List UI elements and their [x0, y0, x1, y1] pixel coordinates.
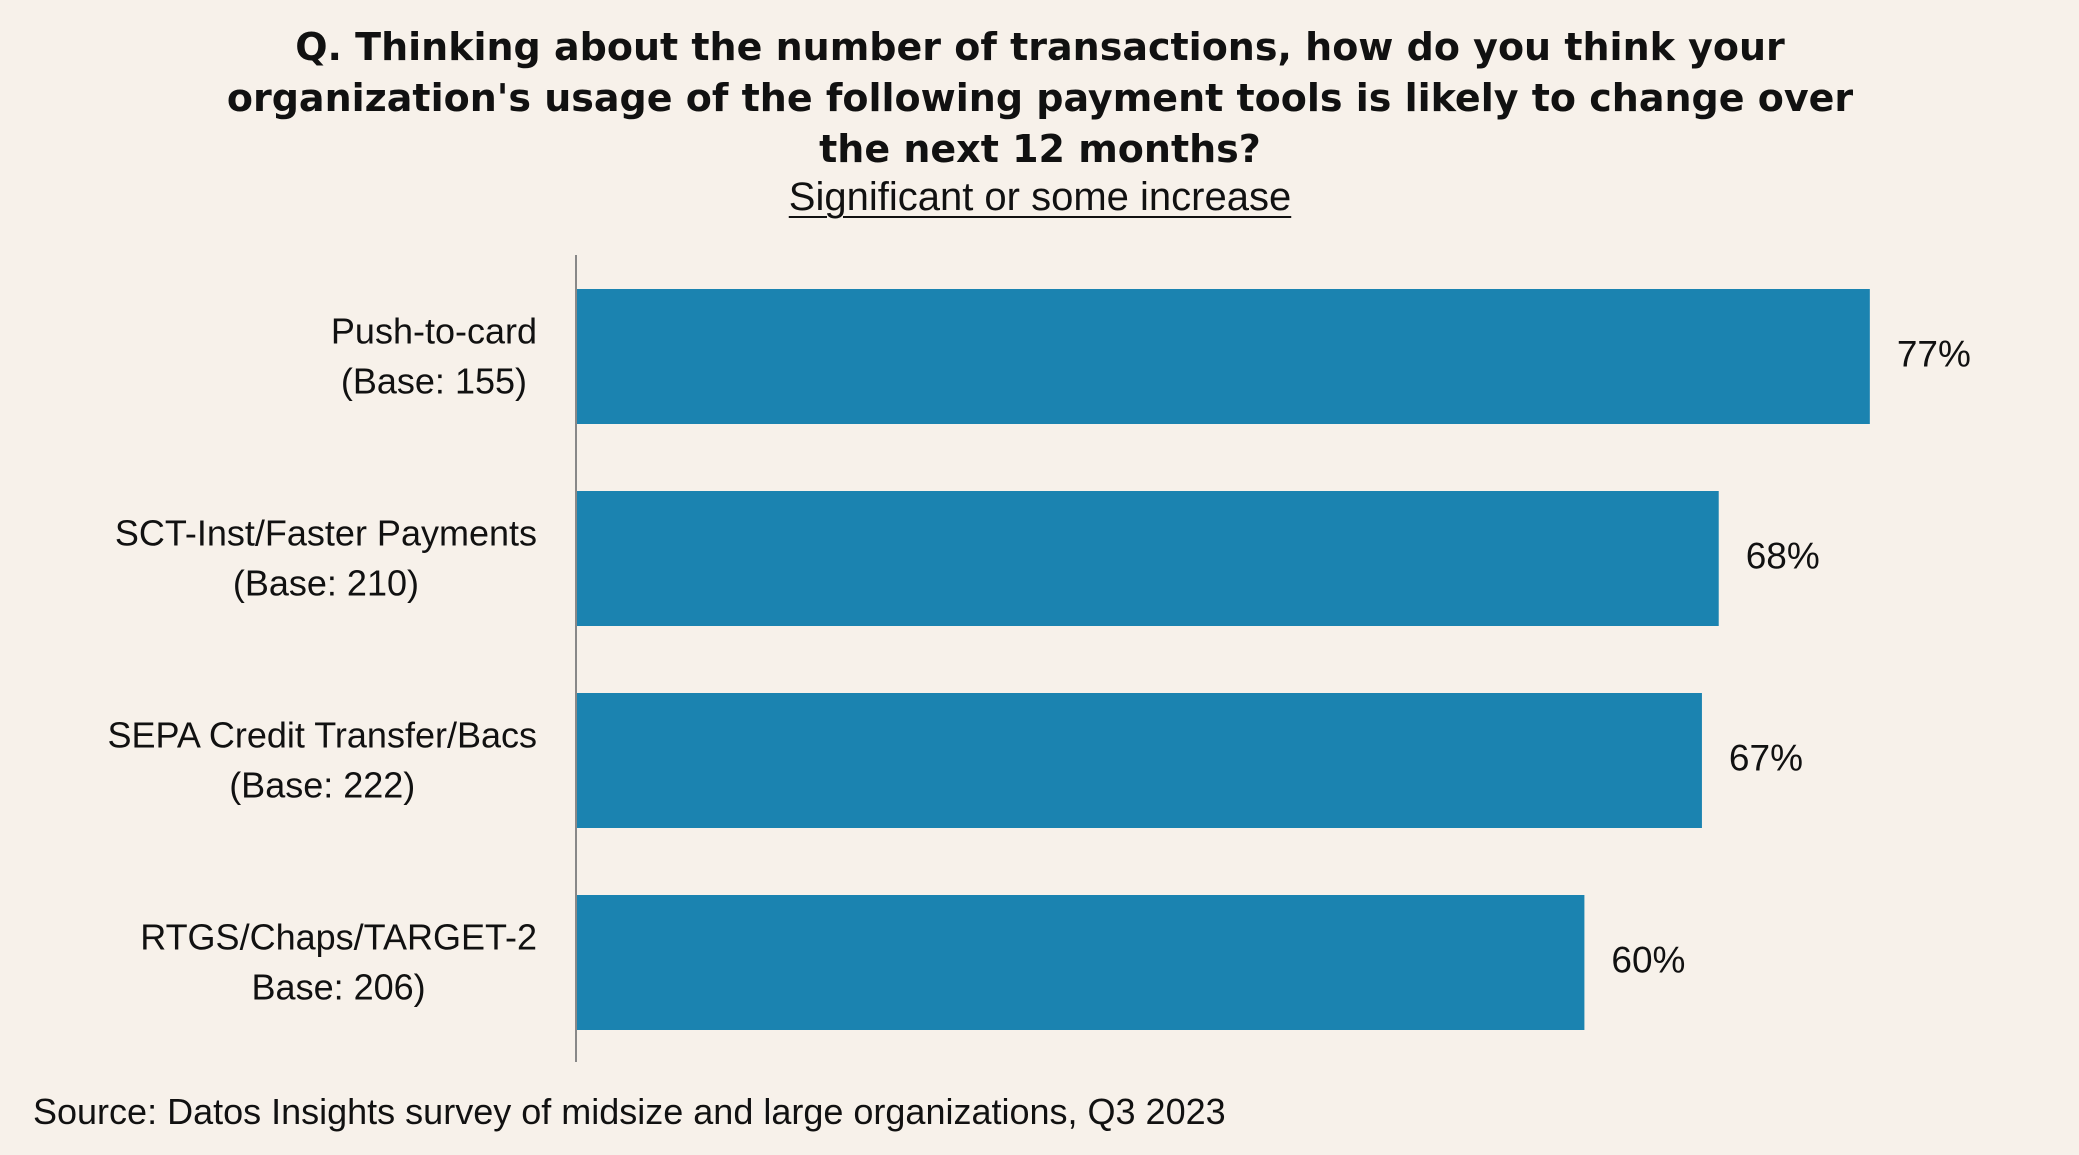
- bar-value-label: 77%: [1897, 333, 1971, 374]
- bar-value-label: 60%: [1611, 939, 1685, 980]
- category-base: (Base: 222): [229, 765, 415, 806]
- category-label: SCT-Inst/Faster Payments (Base: 210): [115, 513, 537, 604]
- bar-value-label: 68%: [1746, 535, 1820, 576]
- bar-2: [577, 491, 1719, 626]
- bar-value-label: 67%: [1729, 737, 1803, 778]
- source-note: Source: Datos Insights survey of midsize…: [33, 1091, 1226, 1132]
- category-name: SCT-Inst/Faster Payments: [115, 513, 537, 554]
- category-name: SEPA Credit Transfer/Bacs: [107, 715, 537, 756]
- bar-4: [577, 895, 1585, 1030]
- category-base: Base: 206): [252, 967, 426, 1008]
- category-label: RTGS/Chaps/TARGET-2 Base: 206): [140, 917, 537, 1008]
- category-base: (Base: 210): [233, 563, 419, 604]
- category-name: RTGS/Chaps/TARGET-2: [140, 917, 537, 958]
- bar-3: [577, 693, 1702, 828]
- category-name: Push-to-card: [331, 311, 537, 352]
- chart-title: Q. Thinking about the number of transact…: [226, 25, 1854, 171]
- chart-subtitle: Significant or some increase: [788, 175, 1292, 219]
- bar-1: [577, 289, 1870, 424]
- category-label: SEPA Credit Transfer/Bacs (Base: 222): [107, 715, 537, 806]
- category-label: Push-to-card (Base: 155): [331, 311, 537, 402]
- category-base: (Base: 155): [341, 361, 527, 402]
